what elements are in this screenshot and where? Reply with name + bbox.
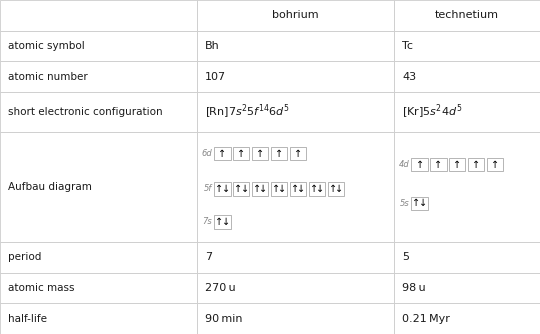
Bar bbox=[0, 31, 197, 61]
Text: 43: 43 bbox=[402, 72, 416, 82]
Bar bbox=[394, 132, 540, 242]
Text: ↓: ↓ bbox=[316, 184, 325, 194]
Text: ↓: ↓ bbox=[240, 184, 249, 194]
Bar bbox=[0, 303, 197, 334]
Bar bbox=[197, 61, 394, 92]
Bar bbox=[309, 182, 325, 196]
Bar bbox=[197, 92, 394, 132]
Text: Aufbau diagram: Aufbau diagram bbox=[8, 182, 92, 192]
Bar bbox=[394, 303, 540, 334]
Text: 98 u: 98 u bbox=[402, 283, 426, 293]
Text: ↓: ↓ bbox=[221, 217, 230, 227]
Text: atomic number: atomic number bbox=[8, 72, 88, 82]
Bar bbox=[271, 147, 287, 160]
Bar bbox=[197, 0, 394, 31]
Bar bbox=[197, 273, 394, 303]
Text: 0.21 Myr: 0.21 Myr bbox=[402, 314, 450, 324]
Text: 6d: 6d bbox=[201, 149, 212, 158]
Text: 107: 107 bbox=[205, 72, 226, 82]
Text: ↑: ↑ bbox=[291, 184, 299, 194]
Text: ↑: ↑ bbox=[309, 184, 318, 194]
Bar bbox=[290, 182, 306, 196]
Text: $\mathregular{[Rn]7}s^{\mathregular{2}}\mathit{5f}^{\mathregular{14}}\mathregula: $\mathregular{[Rn]7}s^{\mathregular{2}}\… bbox=[205, 103, 290, 121]
Bar bbox=[214, 215, 231, 229]
Bar bbox=[271, 182, 287, 196]
Bar bbox=[252, 147, 268, 160]
Bar bbox=[487, 158, 503, 171]
Bar bbox=[0, 0, 197, 31]
Text: ↑: ↑ bbox=[218, 149, 227, 159]
Bar bbox=[411, 196, 428, 210]
Bar bbox=[430, 158, 447, 171]
Bar bbox=[468, 158, 484, 171]
Text: ↑: ↑ bbox=[412, 198, 421, 208]
Bar bbox=[197, 303, 394, 334]
Text: ↑: ↑ bbox=[275, 149, 284, 159]
Text: ↑: ↑ bbox=[237, 149, 246, 159]
Bar bbox=[290, 147, 306, 160]
Text: $\mathregular{[Kr]5}s^{\mathregular{2}}\mathregular{4}d^{\mathregular{5}}$: $\mathregular{[Kr]5}s^{\mathregular{2}}\… bbox=[402, 103, 463, 121]
Text: bohrium: bohrium bbox=[272, 10, 319, 20]
Text: ↑: ↑ bbox=[294, 149, 302, 159]
Text: ↑: ↑ bbox=[253, 184, 261, 194]
Bar bbox=[411, 158, 428, 171]
Text: ↓: ↓ bbox=[297, 184, 306, 194]
Text: ↑: ↑ bbox=[328, 184, 337, 194]
Bar bbox=[0, 132, 197, 242]
Bar bbox=[0, 242, 197, 273]
Text: ↓: ↓ bbox=[335, 184, 343, 194]
Text: 5f: 5f bbox=[204, 184, 212, 193]
Bar bbox=[394, 61, 540, 92]
Text: atomic symbol: atomic symbol bbox=[8, 41, 85, 51]
Text: technetium: technetium bbox=[435, 10, 499, 20]
Bar bbox=[197, 132, 394, 242]
Bar bbox=[197, 242, 394, 273]
Text: ↑: ↑ bbox=[215, 217, 224, 227]
Text: ↑: ↑ bbox=[434, 160, 443, 170]
Text: ↓: ↓ bbox=[418, 198, 427, 208]
Text: ↓: ↓ bbox=[221, 184, 230, 194]
Text: 5: 5 bbox=[402, 252, 409, 262]
Text: 270 u: 270 u bbox=[205, 283, 236, 293]
Bar bbox=[0, 61, 197, 92]
Text: period: period bbox=[8, 252, 42, 262]
Bar bbox=[394, 273, 540, 303]
Text: Tc: Tc bbox=[402, 41, 413, 51]
Text: half-life: half-life bbox=[8, 314, 47, 324]
Bar bbox=[214, 147, 231, 160]
Text: ↑: ↑ bbox=[472, 160, 481, 170]
Text: 7s: 7s bbox=[202, 217, 212, 226]
Bar bbox=[197, 31, 394, 61]
Text: ↑: ↑ bbox=[272, 184, 280, 194]
Bar bbox=[394, 92, 540, 132]
Text: ↑: ↑ bbox=[491, 160, 500, 170]
Bar bbox=[233, 147, 249, 160]
Bar bbox=[449, 158, 465, 171]
Bar bbox=[394, 31, 540, 61]
Bar bbox=[394, 242, 540, 273]
Text: Bh: Bh bbox=[205, 41, 220, 51]
Text: 5s: 5s bbox=[400, 199, 409, 208]
Text: 4d: 4d bbox=[399, 160, 409, 169]
Text: ↓: ↓ bbox=[259, 184, 268, 194]
Bar bbox=[233, 182, 249, 196]
Text: short electronic configuration: short electronic configuration bbox=[8, 107, 163, 117]
Text: ↑: ↑ bbox=[415, 160, 424, 170]
Bar bbox=[0, 273, 197, 303]
Bar bbox=[394, 0, 540, 31]
Text: ↑: ↑ bbox=[234, 184, 242, 194]
Bar bbox=[252, 182, 268, 196]
Text: 7: 7 bbox=[205, 252, 212, 262]
Text: atomic mass: atomic mass bbox=[8, 283, 75, 293]
Text: 90 min: 90 min bbox=[205, 314, 242, 324]
Bar bbox=[214, 182, 231, 196]
Text: ↑: ↑ bbox=[215, 184, 224, 194]
Text: ↓: ↓ bbox=[278, 184, 287, 194]
Bar bbox=[328, 182, 344, 196]
Text: ↑: ↑ bbox=[256, 149, 265, 159]
Bar bbox=[0, 92, 197, 132]
Text: ↑: ↑ bbox=[453, 160, 462, 170]
